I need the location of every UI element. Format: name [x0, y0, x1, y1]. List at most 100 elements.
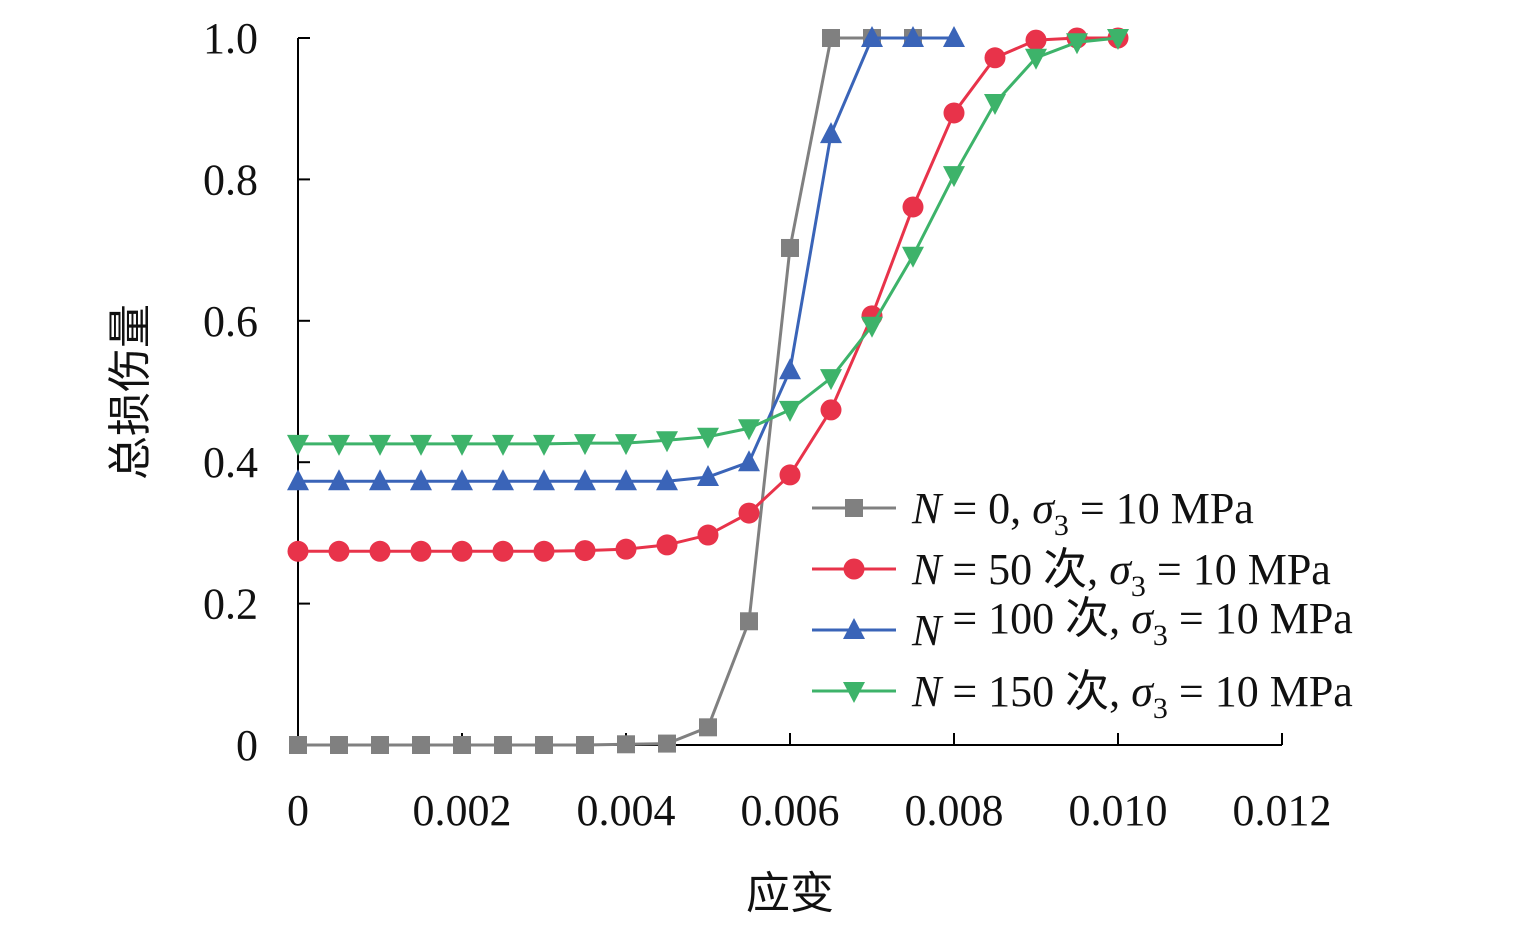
- triangle-down-marker: [861, 316, 883, 338]
- square-marker: [494, 736, 512, 754]
- square-marker: [453, 736, 471, 754]
- series-line: [298, 36, 913, 747]
- x-axis-label: 应变: [746, 869, 834, 918]
- square-marker: [289, 736, 307, 754]
- triangle-down-marker: [697, 427, 719, 449]
- y-tick-label: 0.2: [203, 580, 258, 629]
- series-3: [287, 29, 1129, 456]
- circle-marker: [943, 102, 965, 124]
- triangle-down-marker: [615, 434, 637, 456]
- x-tick-label: 0.006: [741, 786, 840, 835]
- circle-marker: [1025, 29, 1047, 51]
- square-marker: [617, 735, 635, 754]
- square-marker: [740, 612, 758, 631]
- legend-entry: N = 0, σ3 = 10 MPa: [812, 484, 1254, 542]
- circle-marker: [287, 540, 309, 562]
- circle-marker: [902, 196, 924, 218]
- triangle-down-marker: [492, 434, 514, 456]
- circle-marker: [451, 540, 473, 562]
- triangle-up-marker: [861, 26, 883, 47]
- y-tick-label: 0.4: [203, 438, 258, 487]
- triangle-up-marker: [287, 469, 309, 491]
- square-marker: [658, 734, 676, 753]
- circle-marker: [738, 502, 760, 524]
- square-marker: [781, 238, 799, 257]
- circle-marker: [697, 524, 719, 546]
- series-group: [287, 26, 1129, 754]
- triangle-down-marker: [369, 434, 391, 456]
- circle-marker: [492, 540, 514, 562]
- triangle-up-marker: [492, 469, 514, 491]
- triangle-down-marker: [943, 166, 965, 188]
- series-line: [298, 36, 954, 483]
- legend-entry: N = 50 次, σ3 = 10 MPa: [812, 545, 1331, 603]
- triangle-up-marker: [533, 469, 555, 491]
- triangle-up-marker: [738, 450, 760, 472]
- triangle-down-marker: [656, 431, 678, 453]
- x-tick-label: 0: [287, 786, 309, 835]
- y-tick-label: 0.8: [203, 155, 258, 204]
- triangle-up-marker: [615, 469, 637, 491]
- triangle-down-marker: [779, 400, 801, 422]
- series-1: [287, 27, 1129, 562]
- square-marker: [845, 499, 863, 517]
- legend-label: N = 100 次, σ3 = 10 MPa: [911, 594, 1353, 655]
- triangle-down-marker: [984, 94, 1006, 116]
- circle-marker: [533, 540, 555, 562]
- triangle-up-marker: [574, 469, 596, 491]
- x-tick-label: 0.002: [413, 786, 512, 835]
- circle-marker: [369, 540, 391, 562]
- legend-entry: N = 100 次, σ3 = 10 MPa: [812, 594, 1353, 655]
- triangle-down-marker: [410, 434, 432, 456]
- circle-marker: [984, 47, 1006, 69]
- triangle-up-marker: [902, 26, 924, 47]
- y-tick-label: 0: [236, 721, 258, 770]
- y-tick-label: 1.0: [203, 14, 258, 63]
- triangle-down-marker: [451, 434, 473, 456]
- triangle-up-marker: [369, 469, 391, 491]
- triangle-down-marker: [574, 434, 596, 456]
- y-axis-label: 总损伤量: [106, 304, 155, 480]
- triangle-up-marker: [328, 469, 350, 491]
- triangle-down-marker: [902, 246, 924, 268]
- triangle-up-marker: [843, 618, 865, 639]
- triangle-down-marker: [1025, 48, 1047, 70]
- axes: 0 0.2 0.4 0.6 0.8 1.0 0 0.002 0.004 0.006 0.008 0.0…: [203, 14, 1332, 835]
- x-tick-label: 0.004: [577, 786, 676, 835]
- x-tick-label: 0.012: [1233, 786, 1332, 835]
- triangle-down-marker: [533, 434, 555, 456]
- square-marker: [330, 736, 348, 754]
- triangle-down-marker: [1107, 29, 1129, 50]
- triangle-down-marker: [328, 434, 350, 456]
- triangle-down-marker: [738, 419, 760, 441]
- legend-entry: N = 150 次, σ3 = 10 MPa: [812, 667, 1353, 725]
- square-marker: [412, 736, 430, 754]
- square-marker: [822, 29, 840, 47]
- circle-marker: [779, 464, 801, 486]
- square-marker: [576, 736, 594, 754]
- circle-marker: [574, 540, 596, 562]
- triangle-up-marker: [656, 469, 678, 491]
- triangle-up-marker: [697, 465, 719, 487]
- circle-marker: [615, 538, 637, 560]
- legend-label: N = 150 次, σ3 = 10 MPa: [911, 667, 1353, 725]
- x-tick-label: 0.008: [905, 786, 1004, 835]
- triangle-up-marker: [820, 122, 842, 144]
- legend-label: N = 0, σ3 = 10 MPa: [911, 484, 1254, 542]
- triangle-up-marker: [943, 26, 965, 47]
- x-tick-label: 0.010: [1069, 786, 1168, 835]
- series-2: [287, 26, 965, 491]
- square-marker: [699, 718, 717, 737]
- y-tick-label: 0.6: [203, 297, 258, 346]
- triangle-down-marker: [1066, 33, 1088, 55]
- circle-marker: [656, 534, 678, 556]
- square-marker: [371, 736, 389, 754]
- circle-marker: [843, 558, 865, 580]
- triangle-down-marker: [820, 369, 842, 391]
- square-marker: [535, 736, 553, 754]
- legend-label: N = 50 次, σ3 = 10 MPa: [911, 545, 1331, 603]
- triangle-down-marker: [843, 682, 865, 703]
- triangle-down-marker: [287, 434, 309, 456]
